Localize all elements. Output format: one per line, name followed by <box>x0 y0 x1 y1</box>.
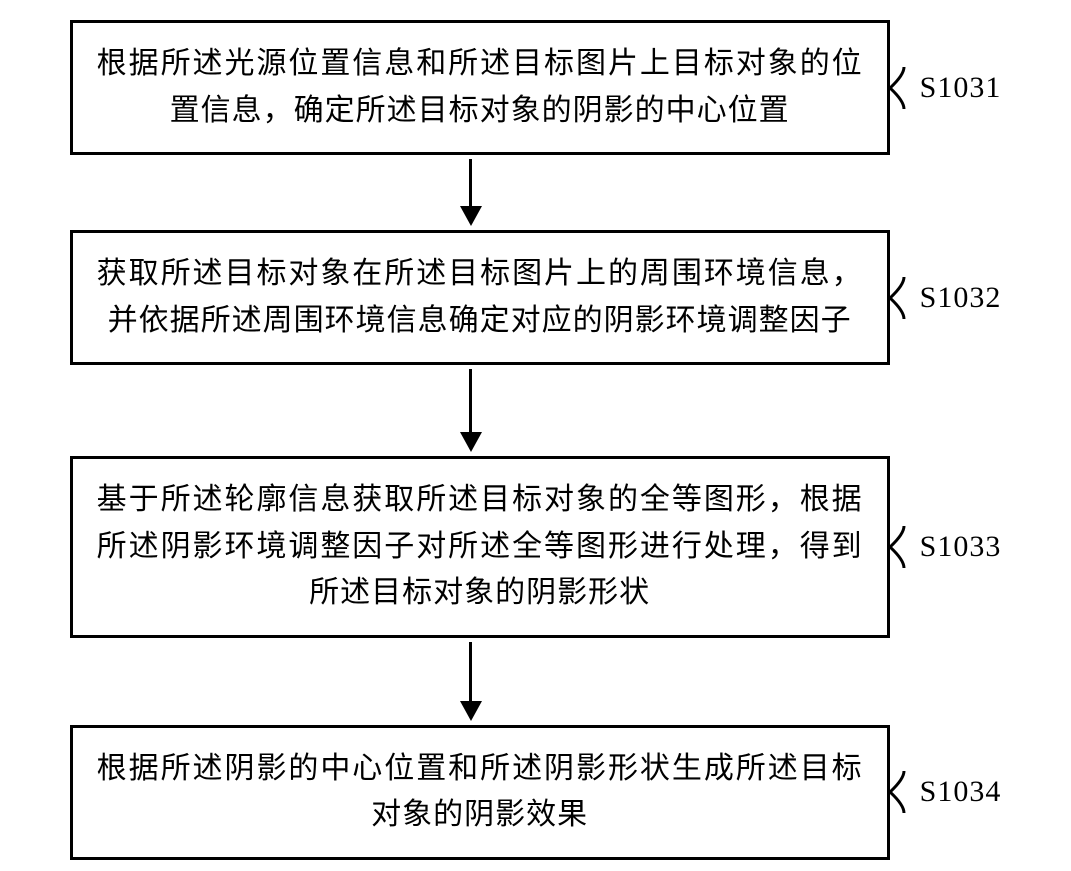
flow-box-s1034: 根据所述阴影的中心位置和所述阴影形状生成所述目标对象的阴影效果 <box>70 725 890 860</box>
flow-box-s1032: 获取所述目标对象在所述目标图片上的周围环境信息，并依据所述周围环境信息确定对应的… <box>70 230 890 365</box>
curve-connector-icon <box>890 769 918 815</box>
step-label: S1034 <box>920 775 1002 809</box>
flow-box-s1033: 基于所述轮廓信息获取所述目标对象的全等图形，根据所述阴影环境调整因子对所述全等图… <box>70 456 890 638</box>
flow-step-row: 根据所述光源位置信息和所述目标图片上目标对象的位置信息，确定所述目标对象的阴影的… <box>20 20 1051 155</box>
step-label: S1033 <box>920 530 1002 564</box>
step-label-connector: S1032 <box>890 275 1002 321</box>
step-label: S1031 <box>920 71 1002 105</box>
flow-box-text: 根据所述阴影的中心位置和所述阴影形状生成所述目标对象的阴影效果 <box>97 746 863 839</box>
curve-connector-icon <box>890 65 918 111</box>
flow-step-row: 获取所述目标对象在所述目标图片上的周围环境信息，并依据所述周围环境信息确定对应的… <box>20 230 1051 365</box>
flow-box-text: 获取所述目标对象在所述目标图片上的周围环境信息，并依据所述周围环境信息确定对应的… <box>97 251 863 344</box>
flow-step-row: 根据所述阴影的中心位置和所述阴影形状生成所述目标对象的阴影效果 S1034 <box>20 725 1051 860</box>
flow-box-text: 基于所述轮廓信息获取所述目标对象的全等图形，根据所述阴影环境调整因子对所述全等图… <box>97 477 863 617</box>
step-label-connector: S1033 <box>890 524 1002 570</box>
arrow-head-icon <box>460 432 482 452</box>
flow-arrow <box>460 369 482 452</box>
curve-connector-icon <box>890 524 918 570</box>
step-label-connector: S1031 <box>890 65 1002 111</box>
arrow-line-icon <box>469 642 472 702</box>
arrow-head-icon <box>460 701 482 721</box>
arrow-line-icon <box>469 369 472 433</box>
flow-step-row: 基于所述轮廓信息获取所述目标对象的全等图形，根据所述阴影环境调整因子对所述全等图… <box>20 456 1051 638</box>
curve-connector-icon <box>890 275 918 321</box>
flow-arrow <box>460 642 482 721</box>
step-label: S1032 <box>920 281 1002 315</box>
arrow-head-icon <box>460 206 482 226</box>
step-label-connector: S1034 <box>890 769 1002 815</box>
arrow-line-icon <box>469 159 472 207</box>
flow-arrow <box>460 159 482 226</box>
flow-box-text: 根据所述光源位置信息和所述目标图片上目标对象的位置信息，确定所述目标对象的阴影的… <box>97 41 863 134</box>
flowchart-container: 根据所述光源位置信息和所述目标图片上目标对象的位置信息，确定所述目标对象的阴影的… <box>20 20 1051 860</box>
flow-box-s1031: 根据所述光源位置信息和所述目标图片上目标对象的位置信息，确定所述目标对象的阴影的… <box>70 20 890 155</box>
